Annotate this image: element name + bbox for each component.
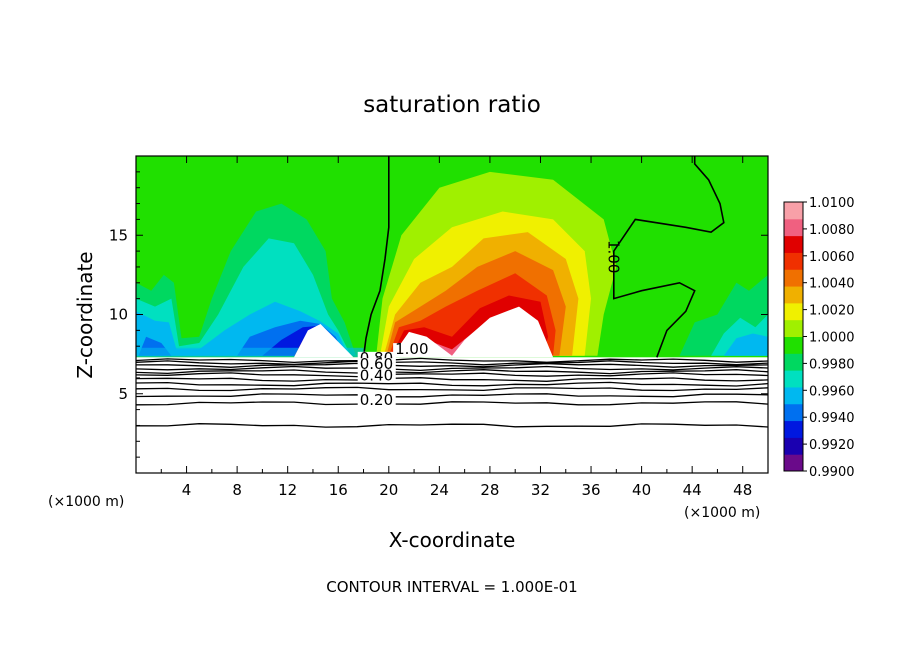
contour-line: [135, 386, 769, 392]
contour-label-bg: [393, 343, 432, 356]
x-tick-label: 16: [329, 481, 348, 499]
contour-line-1-00: [613, 156, 725, 358]
colorbar-label: 1.0000: [809, 331, 855, 346]
x-tick-label: 48: [733, 481, 752, 499]
colorbar-swatch: [784, 353, 803, 371]
contour-label: 1.00: [395, 340, 428, 358]
y-axis-title: Z-coordinate: [73, 251, 97, 378]
y-tick-label: 10: [109, 306, 128, 324]
contour-label-bg: [357, 369, 396, 382]
contour-interval-note: CONTOUR INTERVAL = 1.000E-01: [326, 578, 577, 596]
contour-line: [135, 369, 769, 375]
x-tick-label: 36: [581, 481, 600, 499]
contour-line: [135, 423, 769, 428]
x-tick-label: 28: [480, 481, 499, 499]
contour-label-bg: [357, 358, 396, 371]
contour-line: [135, 365, 769, 372]
colorbar-label: 0.9900: [809, 465, 855, 480]
colorbar-label: 1.0100: [809, 196, 855, 211]
colorbar-label: 0.9940: [809, 411, 855, 426]
y-tick-label: 15: [109, 226, 128, 244]
contour-line: [135, 360, 769, 366]
colorbar-label: 0.9920: [809, 438, 855, 453]
contour-line-1-00: [362, 156, 390, 358]
colorbar-swatch: [784, 386, 803, 405]
colorbar-swatch: [784, 437, 803, 455]
colorbar-swatch: [784, 235, 803, 253]
colorbar-label: 0.9960: [809, 384, 855, 399]
contour-label: 0.20: [360, 391, 393, 409]
colorbar-swatch: [784, 252, 803, 270]
colorbar-swatch: [784, 202, 803, 220]
dry-region-9: [723, 333, 768, 356]
x-tick-label: 8: [232, 481, 242, 499]
colorbar-swatch: [784, 454, 803, 472]
colorbar-swatch: [784, 336, 803, 354]
x-tick-label: 24: [430, 481, 449, 499]
colorbar-label: 1.0060: [809, 250, 855, 265]
x-tick-label: 40: [632, 481, 651, 499]
saturation-field: [136, 156, 768, 473]
colorbar-label: 1.0040: [809, 277, 855, 292]
x-tick-label: 12: [278, 481, 297, 499]
x-tick-label: 44: [683, 481, 702, 499]
contour-line: [135, 372, 769, 378]
colorbar: 1.0100 1.0080 1.0060 1.0040 1.0020 1.0000 0.99…: [783, 196, 855, 480]
lower-region: [136, 357, 768, 473]
colorbar-swatch: [784, 370, 803, 388]
colorbar-swatch: [784, 319, 803, 337]
colorbar-swatch: [784, 403, 803, 422]
colorbar-swatch: [784, 269, 803, 287]
x-axis-title: X-coordinate: [389, 528, 516, 552]
colorbar-label: 1.0080: [809, 223, 855, 238]
contour-line: [135, 362, 769, 368]
x-unit-left: (×1000 m): [48, 494, 124, 510]
contour-label: 1.00: [605, 240, 623, 273]
x-tick-label: 20: [379, 481, 398, 499]
colorbar-swatch: [784, 218, 803, 237]
contour-label: 0.40: [360, 366, 393, 384]
surface-fringe: [136, 347, 364, 358]
contour-label: 0.60: [360, 355, 393, 373]
colorbar-swatch: [784, 302, 803, 321]
contour-label-bg: [357, 393, 396, 406]
x-tick-label: 4: [182, 481, 192, 499]
colorbar-swatch: [784, 286, 803, 304]
x-unit-right: (×1000 m): [684, 505, 760, 521]
x-tick-label: 32: [531, 481, 550, 499]
white-bump-0: [294, 324, 354, 358]
contour-line: [135, 377, 769, 382]
contour-line: [135, 401, 769, 406]
colorbar-swatch: [784, 420, 803, 438]
colorbar-label: 1.0020: [809, 304, 855, 319]
contour-line: [135, 357, 769, 364]
contour-lines: 1.000.800.600.400.201.00: [135, 156, 769, 428]
y-tick-label: 5: [118, 385, 128, 403]
colorbar-label: 0.9980: [809, 357, 855, 372]
chart-title: saturation ratio: [363, 92, 541, 118]
white-bump-1: [391, 306, 554, 358]
contour-line: [135, 381, 769, 387]
contour-line: [135, 393, 769, 398]
